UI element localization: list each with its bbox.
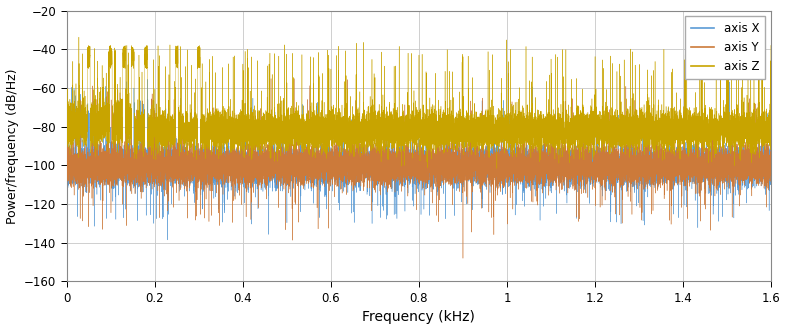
axis X: [738, 149, 747, 153]
axis X: [62, 147, 72, 151]
axis Y: [738, 167, 747, 171]
axis Z: [738, 137, 747, 141]
axis Z: [766, 123, 776, 127]
Line: axis Z: axis Z: [67, 37, 771, 169]
axis Y: [688, 175, 697, 179]
Y-axis label: Power/frequency (dB/Hz): Power/frequency (dB/Hz): [6, 68, 19, 224]
axis X: [132, 165, 141, 169]
axis Y: [623, 167, 633, 171]
axis Y: [640, 179, 649, 183]
axis Y: [289, 77, 299, 81]
axis Z: [132, 132, 141, 136]
axis Y: [240, 173, 249, 177]
Line: axis X: axis X: [67, 79, 771, 240]
axis Z: [688, 130, 697, 134]
axis Z: [241, 133, 250, 137]
Line: axis Y: axis Y: [67, 79, 771, 258]
axis X: [640, 160, 649, 164]
axis Z: [623, 131, 633, 135]
Legend: axis X, axis Y, axis Z: axis X, axis Y, axis Z: [685, 16, 765, 79]
axis X: [766, 169, 776, 173]
axis Y: [458, 256, 468, 260]
axis Z: [492, 167, 501, 171]
axis Y: [766, 157, 776, 161]
axis X: [163, 238, 172, 242]
axis X: [142, 77, 152, 81]
axis Z: [74, 35, 83, 39]
axis Y: [132, 180, 141, 184]
axis X: [688, 159, 697, 163]
axis Z: [640, 117, 649, 121]
axis X: [623, 163, 633, 167]
X-axis label: Frequency (kHz): Frequency (kHz): [362, 311, 476, 324]
axis Y: [62, 170, 72, 174]
axis X: [241, 167, 250, 171]
axis Z: [62, 113, 72, 116]
